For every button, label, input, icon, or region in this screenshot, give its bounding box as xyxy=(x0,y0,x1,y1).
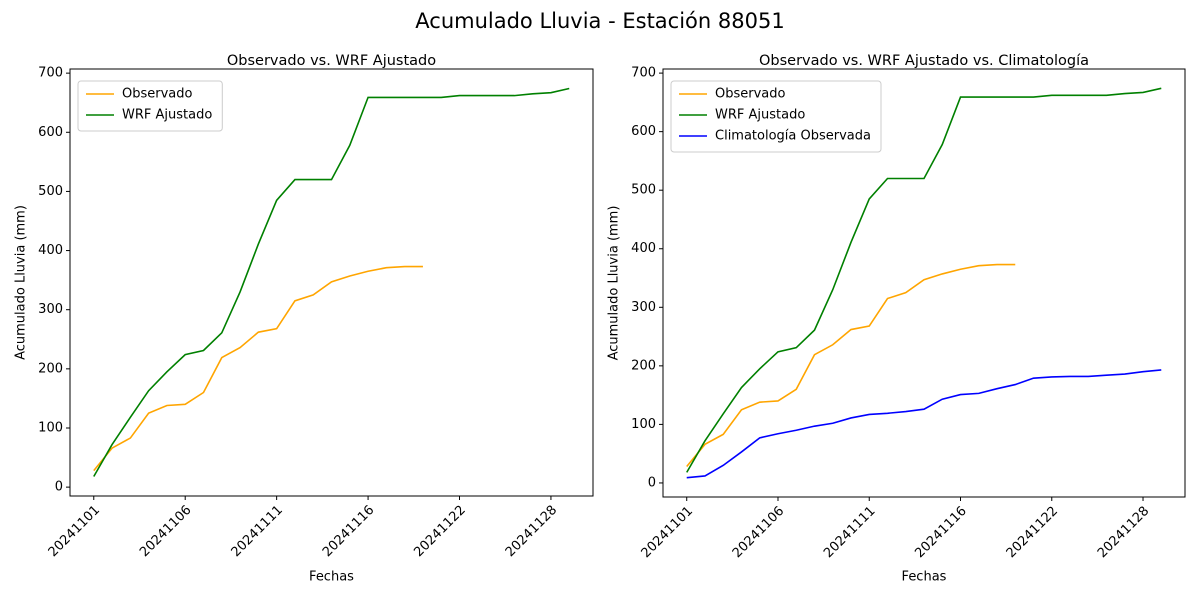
y-tick-label: 200 xyxy=(38,361,63,376)
x-tick-label: 20241111 xyxy=(229,503,286,560)
legend-frame xyxy=(670,80,882,153)
axes-title: Observado vs. WRF Ajustado vs. Climatolo… xyxy=(759,53,1089,69)
y-tick-label: 600 xyxy=(631,124,656,139)
legend: Observado WRF Ajustado Climatología Observ… xyxy=(670,80,882,153)
series-line xyxy=(93,265,423,472)
series-line xyxy=(686,369,1162,479)
legend-label: Climatología Observada xyxy=(715,129,871,144)
legend-label: Observado xyxy=(122,87,193,102)
y-tick-label: 300 xyxy=(38,302,63,317)
x-tick-label: 20241101 xyxy=(46,503,103,560)
x-tick-label: 20241106 xyxy=(137,503,194,560)
x-tick-label: 20241101 xyxy=(639,504,696,561)
x-tick-label: 20241128 xyxy=(503,503,560,560)
figure-title: Acumulado Lluvia - Estación 88051 xyxy=(415,9,784,33)
x-tick-label: 20241128 xyxy=(1095,504,1152,561)
y-tick-label: 100 xyxy=(631,417,656,432)
x-axis-label: Fechas xyxy=(902,570,947,585)
y-tick-label: 600 xyxy=(38,125,63,140)
x-tick-label: 20241116 xyxy=(320,503,377,560)
x-tick-label: 20241106 xyxy=(730,504,787,561)
y-axis-label: Acumulado Lluvia (mm) xyxy=(607,206,622,361)
y-tick-label: 300 xyxy=(631,300,656,315)
y-tick-label: 400 xyxy=(38,243,63,258)
legend: Observado WRF Ajustado xyxy=(77,80,223,132)
y-tick-label: 0 xyxy=(648,475,656,490)
y-tick-label: 700 xyxy=(631,66,656,81)
y-tick-label: 400 xyxy=(631,241,656,256)
legend-label: WRF Ajustado xyxy=(715,108,805,123)
y-tick-label: 500 xyxy=(38,184,63,199)
y-tick-label: 100 xyxy=(38,420,63,435)
legend-label: Observado xyxy=(715,87,786,102)
x-axis-label: Fechas xyxy=(309,570,354,585)
y-axis-label: Acumulado Lluvia (mm) xyxy=(14,205,29,360)
y-tick-label: 500 xyxy=(631,183,656,198)
x-tick-label: 20241122 xyxy=(1004,504,1061,561)
x-tick-label: 20241116 xyxy=(912,504,969,561)
axes-title: Observado vs. WRF Ajustado xyxy=(227,53,436,69)
legend-frame xyxy=(77,80,223,132)
series-line xyxy=(686,87,1162,473)
axes-frame xyxy=(662,68,1186,498)
x-tick-label: 20241122 xyxy=(411,503,468,560)
x-tick-label: 20241111 xyxy=(821,504,878,561)
series-line xyxy=(93,87,570,477)
series-line xyxy=(686,263,1016,468)
axes-frame xyxy=(69,68,594,497)
legend-label: WRF Ajustado xyxy=(122,108,212,123)
y-tick-label: 700 xyxy=(38,66,63,81)
y-tick-label: 200 xyxy=(631,358,656,373)
y-tick-label: 0 xyxy=(55,480,63,495)
